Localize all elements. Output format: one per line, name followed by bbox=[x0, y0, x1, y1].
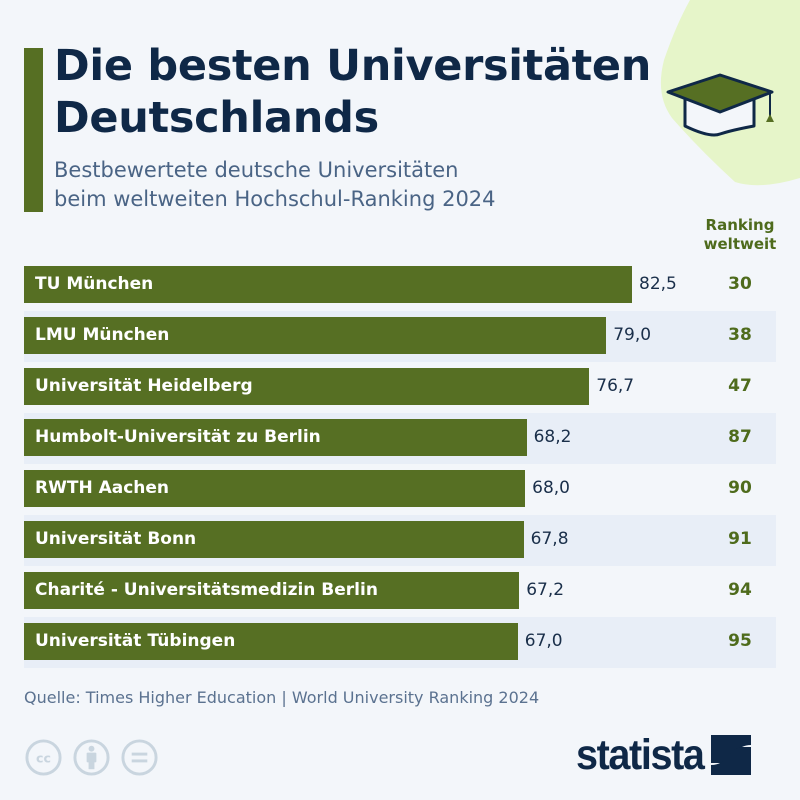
svg-text:cc: cc bbox=[36, 750, 51, 765]
attribution-icon[interactable] bbox=[72, 738, 111, 777]
world-rank-value: 38 bbox=[728, 325, 752, 345]
bar-category-label: TU München bbox=[35, 274, 154, 294]
bar[interactable] bbox=[24, 623, 518, 660]
bar[interactable] bbox=[24, 572, 520, 609]
rank-header-line-2: weltweit bbox=[703, 235, 777, 253]
bar[interactable] bbox=[24, 419, 527, 456]
cc-icon[interactable]: cc bbox=[24, 738, 63, 777]
world-rank-value: 87 bbox=[728, 427, 752, 447]
bar-category-label: Universität Heidelberg bbox=[35, 376, 253, 396]
title-accent-bar bbox=[24, 48, 43, 212]
bar-value-label: 67,0 bbox=[524, 631, 563, 651]
rank-column-header: Ranking weltweit bbox=[690, 216, 790, 254]
page-subtitle: Bestbewertete deutsche Universitäten bei… bbox=[54, 156, 496, 214]
bar-category-label: RWTH Aachen bbox=[35, 478, 170, 498]
world-rank-value: 95 bbox=[728, 631, 752, 651]
bar[interactable] bbox=[24, 521, 524, 558]
world-rank-value: 91 bbox=[728, 529, 752, 549]
rank-header-line-1: Ranking bbox=[705, 216, 775, 234]
world-rank-value: 30 bbox=[728, 274, 752, 294]
bar-category-label: Charité - Universitätsmedizin Berlin bbox=[35, 580, 378, 600]
bar[interactable] bbox=[24, 470, 526, 507]
bar-value-label: 79,0 bbox=[613, 325, 652, 345]
source-text: Quelle: Times Higher Education | World U… bbox=[24, 688, 540, 707]
bar-category-label: Humbolt-Universität zu Berlin bbox=[35, 427, 321, 447]
title-line-2: Deutschlands bbox=[54, 93, 379, 143]
license-icons: cc bbox=[24, 738, 159, 777]
title-line-1: Die besten Universitäten bbox=[54, 41, 652, 91]
world-rank-value: 47 bbox=[728, 376, 752, 396]
no-derivatives-icon[interactable] bbox=[120, 738, 159, 777]
page-title: Die besten Universitäten Deutschlands bbox=[54, 40, 651, 144]
statista-logo[interactable]: statista bbox=[576, 733, 751, 777]
bar[interactable] bbox=[24, 266, 632, 303]
bar-value-label: 76,7 bbox=[596, 376, 635, 396]
bar-value-label: 67,8 bbox=[530, 529, 569, 549]
bar-category-label: Universität Tübingen bbox=[35, 631, 236, 651]
statista-logo-mark-icon bbox=[710, 735, 751, 775]
subtitle-line-1: Bestbewertete deutsche Universitäten bbox=[54, 158, 459, 182]
world-rank-value: 94 bbox=[728, 580, 752, 600]
bar-value-label: 82,5 bbox=[639, 274, 677, 294]
graduation-cap-icon bbox=[666, 73, 774, 137]
subtitle-line-2: beim weltweiten Hochschul-Ranking 2024 bbox=[54, 187, 496, 211]
bar[interactable] bbox=[24, 368, 590, 405]
bar-category-label: LMU München bbox=[35, 325, 170, 345]
bar-value-label: 68,2 bbox=[533, 427, 572, 447]
logo-text: statista bbox=[576, 731, 705, 779]
world-rank-value: 90 bbox=[728, 478, 752, 498]
bar-value-label: 67,2 bbox=[526, 580, 565, 600]
bar-value-label: 68,0 bbox=[532, 478, 570, 498]
bar-category-label: Universität Bonn bbox=[35, 529, 197, 549]
bar[interactable] bbox=[24, 317, 607, 354]
